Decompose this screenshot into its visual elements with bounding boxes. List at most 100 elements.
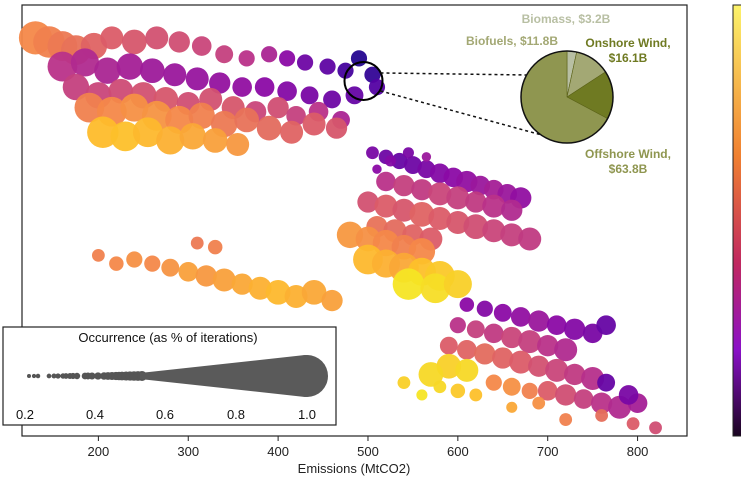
scatter-point	[492, 347, 514, 369]
scatter-point	[132, 117, 163, 148]
x-tick-label: 300	[177, 444, 199, 459]
scatter-point	[47, 51, 78, 82]
scatter-point	[179, 123, 206, 150]
size-legend-tick: 0.8	[227, 407, 245, 422]
scatter-point	[618, 385, 639, 405]
scatter-point	[518, 227, 542, 251]
inset-pie-labels: Biomass, $3.2B Biofuels, $11.8B Onshore Wi…	[466, 12, 671, 176]
colorbar	[732, 4, 741, 437]
scatter-point	[190, 236, 204, 250]
scatter-point	[428, 182, 452, 206]
scatter-point	[212, 268, 236, 292]
scatter-point	[209, 72, 231, 94]
scatter-point	[466, 320, 485, 339]
size-legend-title: Occurrence (as % of iterations)	[78, 330, 257, 345]
scatter-point	[301, 279, 327, 305]
scatter-point	[191, 36, 212, 56]
scatter-point	[234, 107, 260, 133]
scatter-point	[502, 377, 521, 396]
scatter-point	[564, 363, 586, 386]
x-tick-label: 200	[88, 444, 110, 459]
scatter-point	[590, 392, 613, 414]
highlighted-point	[343, 60, 384, 101]
size-legend-dot	[73, 372, 81, 380]
size-legend-tick: 1.0	[298, 407, 316, 422]
scatter-point	[280, 120, 304, 144]
scatter-point	[420, 273, 451, 304]
scatter-point	[483, 323, 504, 344]
size-legend-dot	[46, 373, 52, 379]
scatter-point	[238, 50, 255, 67]
scatter-point	[302, 112, 326, 136]
scatter-point	[459, 297, 475, 312]
scatter-point	[277, 81, 297, 101]
scatter-point	[207, 239, 223, 255]
size-legend-dot	[55, 373, 61, 379]
scatter-point	[366, 146, 379, 160]
scatter-point	[188, 102, 215, 130]
scatter-points	[18, 21, 662, 435]
scatter-point	[474, 343, 496, 365]
size-legend-dot	[94, 372, 102, 380]
scatter-point	[91, 248, 105, 262]
scatter-point	[402, 147, 414, 159]
scatter-point	[532, 396, 546, 410]
scatter-point	[596, 315, 616, 335]
scatter-point	[116, 53, 144, 80]
scatter-point	[62, 73, 90, 101]
scatter-point	[121, 29, 147, 55]
scatter-point	[482, 219, 506, 243]
scatter-point	[626, 417, 640, 431]
scatter-point	[521, 382, 538, 399]
scatter-point	[555, 384, 577, 406]
scatter-point	[144, 255, 161, 272]
scatter-point	[455, 358, 479, 382]
scatter-point	[232, 77, 252, 97]
scatter-point	[449, 317, 466, 334]
size-legend-tick: 0.6	[156, 407, 174, 422]
size-legend-dot	[35, 373, 41, 379]
pie-label-biofuels: Biofuels, $11.8B	[466, 34, 558, 48]
size-legend-max-circle	[286, 355, 328, 397]
scatter-point	[408, 238, 436, 265]
scatter-point	[126, 251, 143, 268]
scatter-point	[409, 201, 435, 227]
scatter-point	[70, 48, 99, 77]
scatter-point	[286, 106, 306, 126]
scatter-point	[450, 383, 466, 399]
inset-pie	[380, 50, 614, 144]
scatter-point	[267, 96, 289, 119]
scatter-point	[100, 26, 124, 50]
size-legend-dot	[31, 373, 37, 379]
scatter-point	[215, 45, 234, 64]
scatter-point	[185, 67, 209, 91]
scatter-point	[506, 401, 518, 413]
x-axis-label: Emissions (MtCO2)	[298, 461, 411, 476]
x-tick-label: 600	[447, 444, 469, 459]
scatter-point	[384, 155, 396, 167]
scatter-point	[649, 421, 662, 435]
scatter-point	[372, 164, 382, 174]
scatter-point	[439, 336, 458, 355]
pie-connector-line	[380, 72, 528, 76]
scatter-point	[416, 389, 428, 401]
scatter-point	[202, 128, 228, 153]
size-legend-wedge	[140, 355, 326, 397]
scatter-point	[411, 179, 433, 201]
scatter-point	[195, 265, 217, 287]
scatter-point	[433, 380, 447, 394]
scatter-point	[564, 318, 586, 340]
scatter-point	[528, 310, 550, 332]
scatter-point	[345, 86, 364, 105]
size-legend-tick: 0.4	[86, 407, 104, 422]
pie-label-biomass: Biomass, $3.2B	[522, 12, 611, 26]
scatter-point	[595, 409, 609, 422]
scatter-point	[87, 116, 119, 148]
scatter-point	[168, 31, 190, 53]
scatter-point	[265, 279, 291, 305]
scatter-point	[145, 26, 169, 50]
scatter-point	[397, 376, 411, 390]
scatter-point	[374, 194, 398, 218]
scatter-point	[573, 389, 594, 409]
scatter-point	[120, 93, 149, 122]
